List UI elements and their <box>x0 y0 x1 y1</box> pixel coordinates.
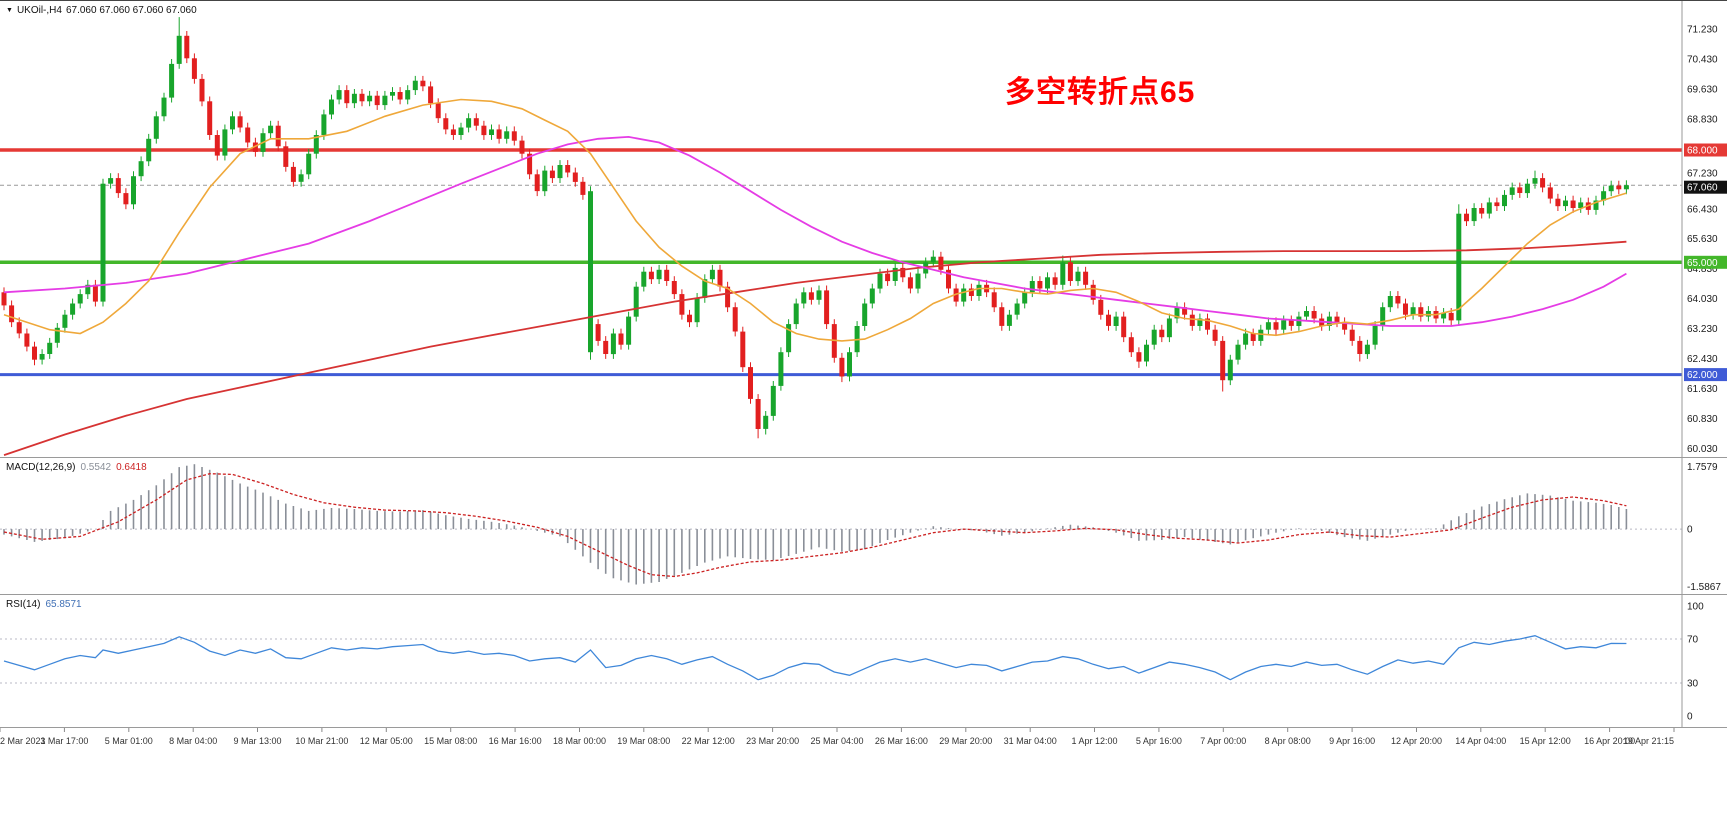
svg-text:2 Mar 2021: 2 Mar 2021 <box>0 736 46 746</box>
svg-text:66.430: 66.430 <box>1687 204 1718 215</box>
svg-text:14 Apr 04:00: 14 Apr 04:00 <box>1455 736 1506 746</box>
macd-signal-value: 0.6418 <box>116 462 147 473</box>
svg-text:5 Apr 16:00: 5 Apr 16:00 <box>1136 736 1182 746</box>
svg-text:12 Apr 20:00: 12 Apr 20:00 <box>1391 736 1442 746</box>
svg-text:0: 0 <box>1687 525 1693 536</box>
current-price-label <box>1684 180 1727 194</box>
svg-text:67.060: 67.060 <box>1687 183 1718 194</box>
svg-text:63.230: 63.230 <box>1687 324 1718 335</box>
svg-text:1.7579: 1.7579 <box>1687 462 1718 473</box>
price-axis-labels: 71.230 70.430 69.630 68.830 67.230 66.430 65.6… <box>1687 25 1718 455</box>
rsi-name: RSI(14) <box>6 599 41 610</box>
chart-marker-icon: ▼ <box>6 7 13 14</box>
svg-text:7 Apr 00:00: 7 Apr 00:00 <box>1200 736 1246 746</box>
svg-text:-1.5867: -1.5867 <box>1687 582 1721 593</box>
svg-text:18 Mar 00:00: 18 Mar 00:00 <box>553 736 606 746</box>
svg-text:60.030: 60.030 <box>1687 444 1718 455</box>
svg-text:16 Mar 16:00: 16 Mar 16:00 <box>489 736 542 746</box>
svg-text:12 Mar 05:00: 12 Mar 05:00 <box>360 736 413 746</box>
svg-text:23 Mar 20:00: 23 Mar 20:00 <box>746 736 799 746</box>
macd-main-value: 0.5542 <box>80 462 112 473</box>
svg-text:19 Mar 08:00: 19 Mar 08:00 <box>617 736 670 746</box>
macd-histogram <box>3 464 1628 585</box>
svg-text:68.000: 68.000 <box>1687 146 1718 157</box>
svg-text:71.230: 71.230 <box>1687 25 1718 36</box>
svg-text:15 Mar 08:00: 15 Mar 08:00 <box>424 736 477 746</box>
macd-name: MACD(12,26,9) <box>6 462 76 473</box>
svg-text:9 Apr 16:00: 9 Apr 16:00 <box>1329 736 1375 746</box>
svg-text:62.430: 62.430 <box>1687 354 1718 365</box>
svg-text:67.230: 67.230 <box>1687 168 1718 179</box>
macd-canvas[interactable]: 1.7579 0 -1.5867 <box>0 458 1727 594</box>
svg-text:70.430: 70.430 <box>1687 55 1718 66</box>
rsi-canvas[interactable]: 100 70 30 0 <box>0 595 1727 727</box>
svg-text:1 Apr 12:00: 1 Apr 12:00 <box>1071 736 1117 746</box>
annotation-text[interactable]: 多空转折点65 <box>1005 76 1196 109</box>
svg-text:30: 30 <box>1687 679 1699 690</box>
svg-text:26 Mar 16:00: 26 Mar 16:00 <box>875 736 928 746</box>
rsi-panel[interactable]: RSI(14) 65.8571 100 70 30 0 <box>0 594 1727 728</box>
candles <box>1 17 1629 439</box>
rsi-axis-labels: 100 70 30 0 <box>1687 602 1704 723</box>
macd-panel[interactable]: MACD(12,26,9) 0.5542 0.6418 1.7579 0 -1.5867 <box>0 457 1727 595</box>
symbol-timeframe: UKOil-,H4 <box>16 5 62 16</box>
svg-text:31 Mar 04:00: 31 Mar 04:00 <box>1004 736 1057 746</box>
svg-text:22 Mar 12:00: 22 Mar 12:00 <box>682 736 735 746</box>
time-axis[interactable]: 2 Mar 2021 3 Mar 17:00 5 Mar 01:00 8 Mar 04… <box>0 727 1727 832</box>
svg-text:9 Mar 13:00: 9 Mar 13:00 <box>233 736 281 746</box>
svg-text:15 Apr 12:00: 15 Apr 12:00 <box>1520 736 1571 746</box>
svg-text:65.630: 65.630 <box>1687 234 1718 245</box>
svg-text:25 Mar 04:00: 25 Mar 04:00 <box>810 736 863 746</box>
ohlc-values: 67.060 67.060 67.060 67.060 <box>65 5 197 16</box>
rsi-value: 65.8571 <box>45 599 82 610</box>
macd-label: MACD(12,26,9) 0.5542 0.6418 <box>6 462 147 473</box>
svg-text:5 Mar 01:00: 5 Mar 01:00 <box>105 736 153 746</box>
svg-text:19 Apr 21:15: 19 Apr 21:15 <box>1623 736 1674 746</box>
svg-text:61.630: 61.630 <box>1687 384 1718 395</box>
svg-text:69.630: 69.630 <box>1687 85 1718 96</box>
rsi-label: RSI(14) 65.8571 <box>6 599 82 610</box>
main-chart-canvas[interactable]: 71.230 70.430 69.630 68.830 67.230 66.430 65.6… <box>0 1 1727 457</box>
svg-text:10 Mar 21:00: 10 Mar 21:00 <box>295 736 348 746</box>
svg-text:64.030: 64.030 <box>1687 294 1718 305</box>
svg-text:68.830: 68.830 <box>1687 114 1718 125</box>
symbol-ohlc-label: ▼ UKOil-,H4 67.060 67.060 67.060 67.060 <box>6 5 197 16</box>
main-chart-panel[interactable]: ▼ UKOil-,H4 67.060 67.060 67.060 67.060 … <box>0 0 1727 458</box>
svg-text:65.000: 65.000 <box>1687 258 1718 269</box>
svg-text:16 Apr 20:00: 16 Apr 20:00 <box>1584 736 1635 746</box>
svg-text:100: 100 <box>1687 602 1704 613</box>
svg-text:8 Mar 04:00: 8 Mar 04:00 <box>169 736 217 746</box>
svg-text:8 Apr 08:00: 8 Apr 08:00 <box>1265 736 1311 746</box>
svg-text:64.830: 64.830 <box>1687 264 1718 275</box>
svg-text:0: 0 <box>1687 712 1693 723</box>
svg-text:70: 70 <box>1687 635 1699 646</box>
macd-axis-labels: 1.7579 0 -1.5867 <box>1687 462 1721 593</box>
svg-text:62.000: 62.000 <box>1687 370 1718 381</box>
svg-text:29 Mar 20:00: 29 Mar 20:00 <box>939 736 992 746</box>
svg-text:3 Mar 17:00: 3 Mar 17:00 <box>40 736 88 746</box>
svg-text:60.830: 60.830 <box>1687 414 1718 425</box>
